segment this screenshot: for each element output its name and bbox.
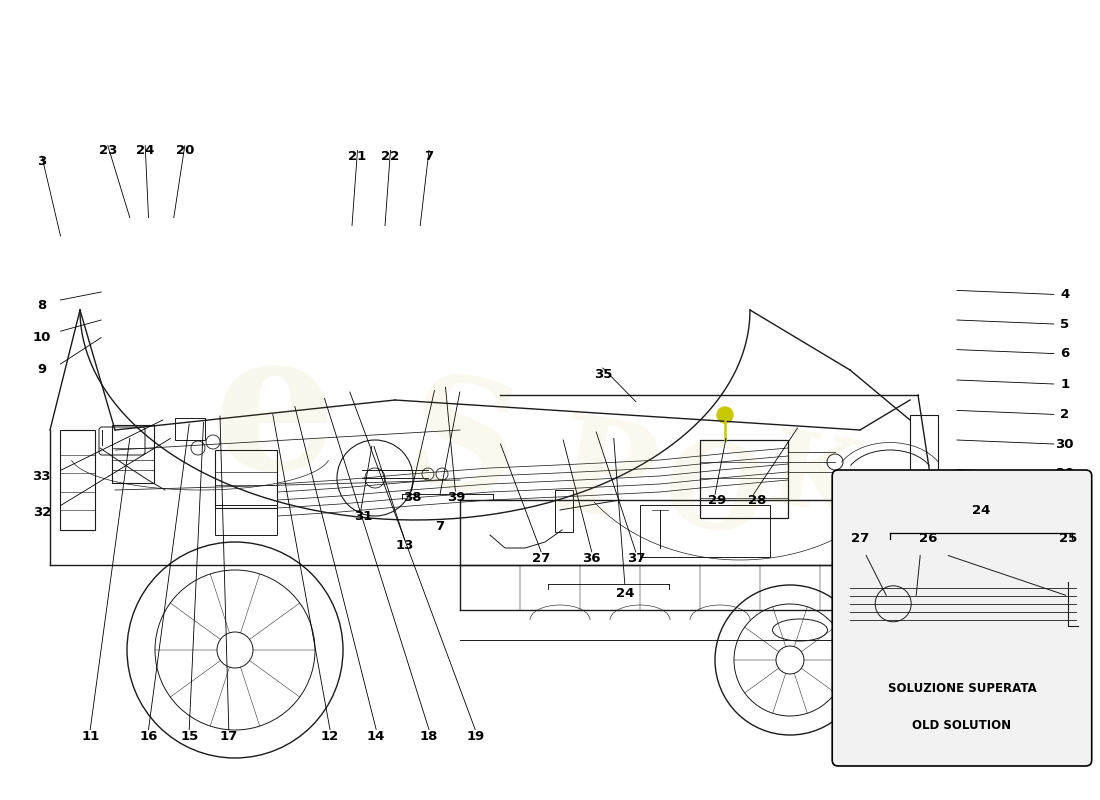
- Text: e: e: [213, 322, 337, 510]
- Text: 22: 22: [382, 150, 399, 162]
- Text: 25: 25: [1058, 532, 1077, 545]
- Text: 4: 4: [1060, 288, 1069, 301]
- Text: 24: 24: [971, 503, 990, 517]
- Text: 23: 23: [99, 144, 117, 157]
- Text: 12: 12: [321, 730, 339, 742]
- Text: 9: 9: [37, 363, 46, 376]
- Text: 11: 11: [81, 730, 99, 742]
- Text: S: S: [395, 365, 529, 531]
- Text: 30: 30: [1056, 438, 1074, 450]
- Text: 33: 33: [33, 470, 51, 482]
- Text: 20: 20: [176, 144, 194, 157]
- Text: 2: 2: [1060, 408, 1069, 421]
- Text: 21: 21: [349, 150, 366, 162]
- Text: K: K: [760, 422, 868, 538]
- Text: OLD SOLUTION: OLD SOLUTION: [912, 719, 1012, 733]
- Text: 18: 18: [420, 730, 438, 742]
- Text: 26: 26: [918, 532, 937, 545]
- Text: 38: 38: [404, 491, 421, 504]
- Text: 27: 27: [851, 532, 869, 545]
- Text: 31: 31: [354, 510, 372, 522]
- Text: 29: 29: [1056, 467, 1074, 480]
- Text: 13: 13: [396, 539, 414, 552]
- Text: 28: 28: [748, 494, 766, 506]
- Text: O: O: [654, 430, 776, 562]
- Text: 1: 1: [1060, 378, 1069, 390]
- Text: 10: 10: [33, 331, 51, 344]
- Text: 7: 7: [436, 520, 444, 533]
- Text: P: P: [544, 408, 666, 552]
- Text: 32: 32: [33, 506, 51, 518]
- Text: 19: 19: [466, 730, 484, 742]
- FancyBboxPatch shape: [833, 470, 1091, 766]
- Text: 17: 17: [220, 730, 238, 742]
- Text: 39: 39: [448, 491, 465, 504]
- Text: SOLUZIONE SUPERATA: SOLUZIONE SUPERATA: [888, 682, 1036, 695]
- Text: 14: 14: [367, 730, 385, 742]
- Text: 35: 35: [594, 368, 612, 381]
- Text: 8: 8: [37, 299, 46, 312]
- Text: 37: 37: [627, 552, 645, 565]
- Text: 24: 24: [616, 587, 634, 600]
- Text: 16: 16: [140, 730, 157, 742]
- Text: 29: 29: [708, 494, 726, 506]
- Text: 3: 3: [37, 155, 46, 168]
- Circle shape: [717, 407, 733, 423]
- Text: 24: 24: [136, 144, 154, 157]
- Text: 5: 5: [1060, 318, 1069, 330]
- Text: 36: 36: [583, 552, 601, 565]
- Text: 7: 7: [425, 150, 433, 162]
- Text: 15: 15: [180, 730, 198, 742]
- Text: 27: 27: [532, 552, 550, 565]
- Text: 6: 6: [1060, 347, 1069, 360]
